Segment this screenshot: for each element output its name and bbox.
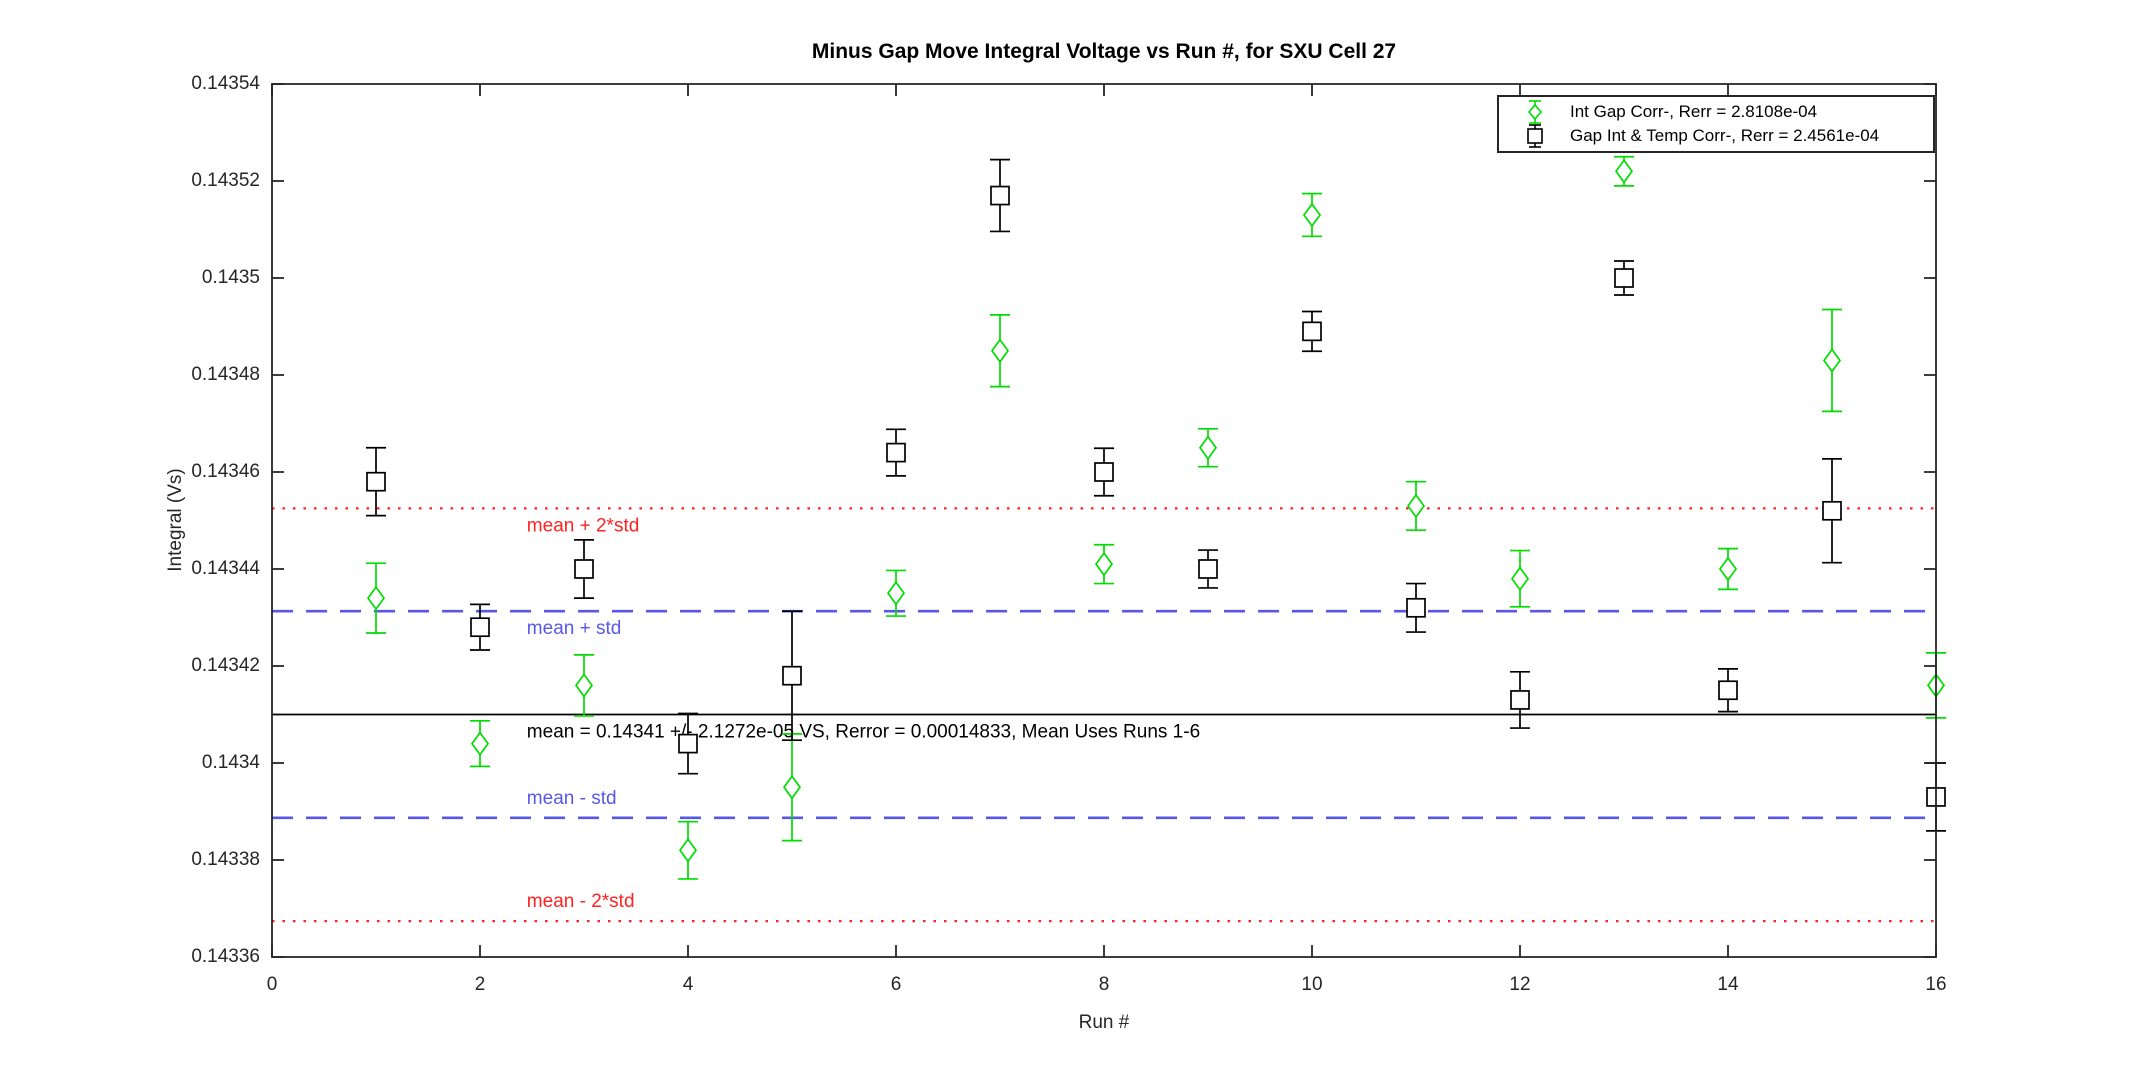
x-tick-label: 4	[683, 974, 694, 995]
data-point-square	[1094, 462, 1114, 482]
x-axis-label: Run #	[1078, 1012, 1130, 1033]
x-tick-label: 0	[267, 974, 278, 995]
y-axis-label: Integral (Vs)	[165, 468, 186, 572]
data-point-diamond	[1614, 158, 1634, 184]
data-point-square	[1302, 321, 1322, 342]
y-tick-label: 0.14354	[191, 73, 260, 94]
data-point-square	[1614, 268, 1634, 288]
data-point-square	[678, 733, 698, 754]
data-point-square	[1198, 559, 1218, 579]
x-tick-label: 14	[1717, 974, 1739, 995]
ref-line-label: mean + std	[527, 618, 622, 639]
data-point-diamond	[886, 580, 906, 606]
data-point-square	[1406, 597, 1426, 618]
data-point-diamond	[1198, 435, 1218, 461]
legend-marker-square-icon	[1527, 124, 1543, 148]
ref-line-label: mean = 0.14341 +/- 2.1272e-05 VS, Rerror…	[527, 722, 1200, 743]
ref-line-label: mean - std	[527, 788, 617, 809]
legend-item: Int Gap Corr-, Rerr = 2.8108e-04	[1513, 100, 1933, 124]
legend-item-label: Int Gap Corr-, Rerr = 2.8108e-04	[1570, 102, 1818, 121]
data-point-diamond	[782, 774, 802, 800]
x-tick-label: 2	[475, 974, 486, 995]
y-tick-label: 0.14336	[191, 946, 260, 967]
data-point-diamond	[470, 731, 490, 757]
data-point-diamond	[1302, 202, 1322, 228]
y-tick-label: 0.14344	[191, 558, 260, 579]
data-point-square	[366, 471, 386, 492]
x-tick-label: 8	[1099, 974, 1110, 995]
data-point-diamond	[1822, 348, 1842, 373]
y-tick-label: 0.14338	[191, 849, 260, 870]
data-point-diamond	[1510, 566, 1530, 592]
data-point-diamond	[366, 585, 386, 611]
data-point-square	[1822, 500, 1842, 521]
data-point-square	[1718, 680, 1738, 701]
x-tick-label: 10	[1301, 974, 1322, 995]
data-point-diamond	[990, 338, 1010, 364]
data-point-square	[990, 185, 1010, 206]
legend: Int Gap Corr-, Rerr = 2.8108e-04 Gap Int…	[1497, 95, 1935, 153]
data-point-square	[782, 665, 802, 686]
legend-item-label: Gap Int & Temp Corr-, Rerr = 2.4561e-04	[1570, 126, 1880, 145]
chart-title: Minus Gap Move Integral Voltage vs Run #…	[811, 40, 1397, 63]
data-point-diamond	[1406, 493, 1426, 519]
data-point-diamond	[1094, 551, 1114, 577]
data-point-diamond	[678, 837, 698, 863]
y-tick-label: 0.1435	[202, 267, 260, 288]
data-point-diamond	[574, 672, 594, 698]
ref-line-label: mean + 2*std	[527, 515, 640, 536]
y-tick-label: 0.14348	[191, 364, 260, 385]
x-tick-label: 12	[1509, 974, 1530, 995]
x-tick-label: 16	[1925, 974, 1946, 995]
data-point-square	[886, 442, 906, 463]
y-tick-label: 0.1434	[202, 752, 261, 773]
legend-item: Gap Int & Temp Corr-, Rerr = 2.4561e-04	[1513, 124, 1933, 148]
data-point-diamond	[1718, 556, 1738, 582]
x-tick-label: 6	[891, 974, 902, 995]
plot-box	[271, 83, 1937, 958]
data-point-square	[470, 617, 490, 638]
y-tick-label: 0.14352	[191, 170, 260, 191]
ref-line-label: mean - 2*std	[527, 891, 635, 912]
data-point-square	[574, 559, 594, 579]
y-tick-label: 0.14342	[191, 655, 260, 676]
y-tick-label: 0.14346	[191, 461, 260, 482]
legend-marker-diamond-icon	[1527, 100, 1543, 124]
data-point-square	[1510, 690, 1530, 710]
